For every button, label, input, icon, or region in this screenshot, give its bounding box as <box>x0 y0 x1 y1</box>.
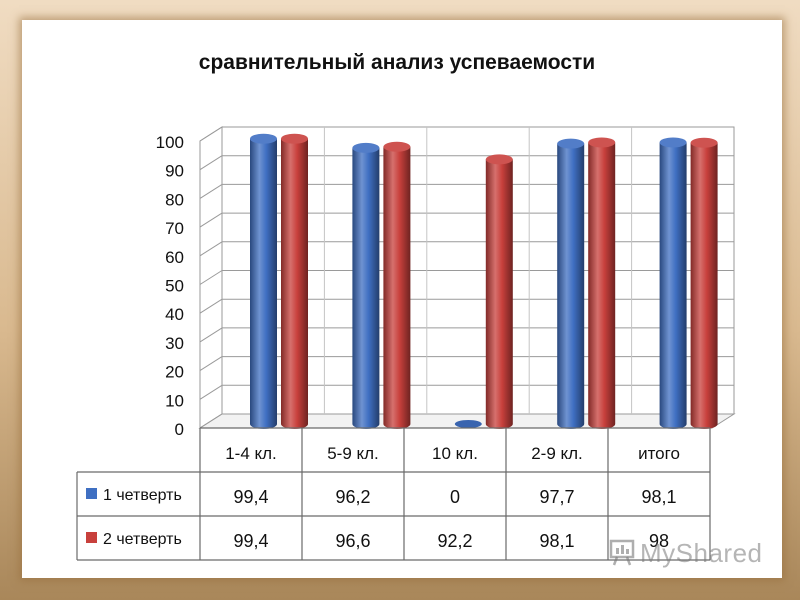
gridline-side <box>199 126 223 142</box>
bar-top <box>281 133 308 144</box>
y-tick-label: 20 <box>165 363 184 382</box>
bar-body <box>659 142 687 429</box>
data-label: 99,4 <box>233 487 268 507</box>
gridline-side <box>199 413 223 429</box>
gridline-side <box>199 384 223 400</box>
y-tick-label: 30 <box>165 334 184 353</box>
bar <box>454 420 482 428</box>
gridline-side <box>199 212 223 228</box>
x-tick-label: 5-9 кл. <box>327 444 379 463</box>
bar <box>250 133 277 430</box>
bar-top <box>690 137 718 148</box>
bar-body <box>557 143 585 429</box>
y-tick-label: 50 <box>165 277 184 296</box>
data-label: 98,1 <box>641 487 676 507</box>
y-tick-label: 10 <box>165 391 184 410</box>
bar <box>352 142 380 429</box>
y-tick-label: 60 <box>165 248 184 267</box>
gridline-side <box>199 270 223 285</box>
slide: сравнительный анализ успеваемости 0 10 20 3… <box>22 20 782 578</box>
y-tick-label: 100 <box>156 133 184 152</box>
gridline-side <box>199 155 223 171</box>
bar <box>588 137 616 429</box>
data-label: 96,2 <box>335 487 370 507</box>
y-tick-label: 40 <box>165 305 184 324</box>
gridline-side <box>199 183 223 199</box>
bar-body <box>383 146 411 429</box>
bar-top <box>588 137 616 148</box>
y-tick-label: 80 <box>165 190 184 209</box>
bar <box>690 137 718 429</box>
data-label: 97,7 <box>539 487 574 507</box>
gridline-side <box>199 241 223 257</box>
x-tick-label: 2-9 кл. <box>531 444 583 463</box>
x-tick-label: 1-4 кл. <box>225 444 277 463</box>
y-tick-label: 0 <box>175 420 184 439</box>
bar-top <box>659 137 687 148</box>
data-label: 98 <box>649 531 669 551</box>
data-label: 0 <box>450 487 460 507</box>
gridline-side <box>199 327 223 343</box>
data-label: 98,1 <box>539 531 574 551</box>
bar <box>659 137 687 429</box>
bar-body <box>485 159 513 430</box>
presentation-board-icon <box>609 539 635 566</box>
legend-swatch <box>86 532 97 543</box>
watermark-text: MyShared <box>640 538 763 568</box>
legend-label: 1 четверть <box>103 487 182 504</box>
bar-body <box>250 138 277 430</box>
bar-top <box>454 420 482 428</box>
chart-title: сравнительный анализ успеваемости <box>199 51 595 74</box>
bar-top <box>250 133 277 144</box>
bar <box>557 138 585 429</box>
gridline-side <box>199 298 223 314</box>
bar-top <box>557 138 585 149</box>
gridline-side <box>199 356 223 372</box>
bar-chart: сравнительный анализ успеваемости 0 10 20 3… <box>76 51 736 561</box>
bar <box>383 141 411 429</box>
legend-label: 2 четверть <box>103 531 182 548</box>
bar-top <box>485 154 513 165</box>
bar-body <box>588 142 616 429</box>
data-label: 99,4 <box>233 531 268 551</box>
y-tick-label: 90 <box>165 162 184 181</box>
x-tick-label: итого <box>638 444 680 463</box>
data-label: 96,6 <box>335 531 370 551</box>
y-tick-label: 70 <box>165 219 184 238</box>
bar <box>281 133 308 430</box>
legend-swatch <box>86 488 97 499</box>
bar-top <box>383 141 411 152</box>
bar-body <box>690 142 718 429</box>
bar-body <box>352 147 380 429</box>
data-label: 92,2 <box>437 531 472 551</box>
watermark: MyShared <box>608 537 763 569</box>
x-tick-label: 10 кл. <box>432 444 478 463</box>
bar-top <box>352 142 380 153</box>
bar-body <box>281 138 308 430</box>
bar <box>485 154 513 430</box>
